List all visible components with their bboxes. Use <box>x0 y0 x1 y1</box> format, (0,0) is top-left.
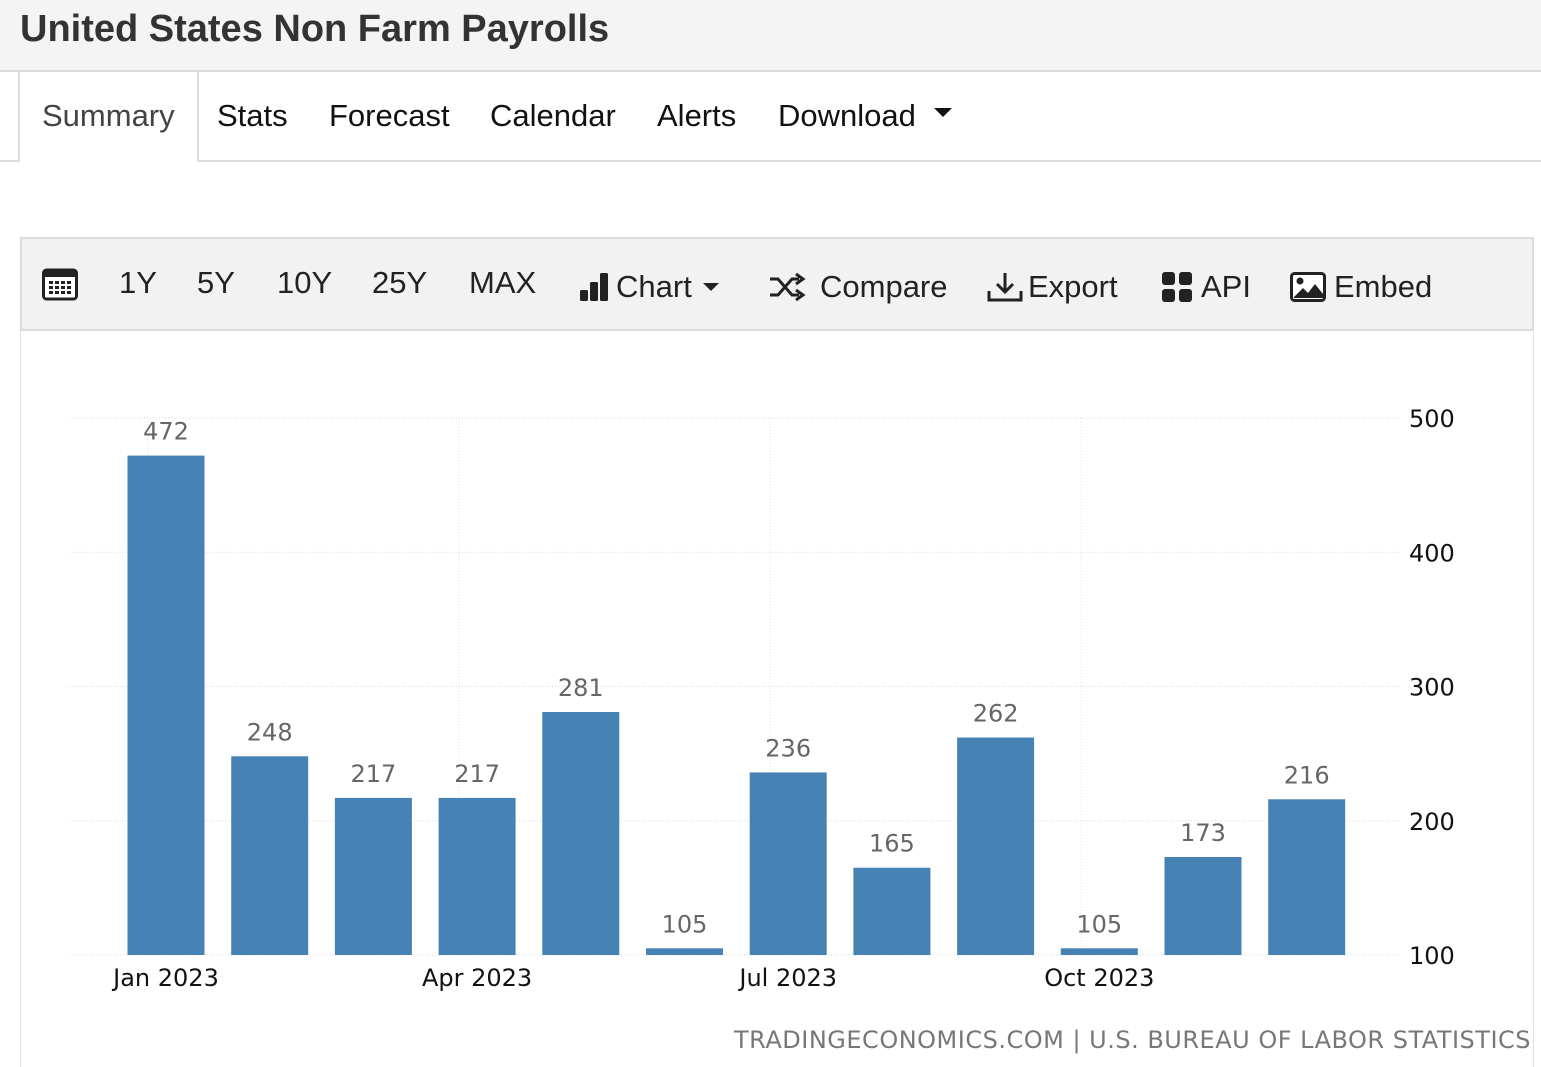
calendar-button[interactable] <box>42 267 78 301</box>
data-label: 262 <box>973 700 1019 728</box>
tab-forecast[interactable]: Forecast <box>329 98 450 133</box>
data-label: 165 <box>869 830 915 858</box>
tab-bar: Summary Stats Forecast Calendar Alerts D… <box>0 72 1541 162</box>
x-tick-label: Jan 2023 <box>111 964 219 992</box>
bar-chart: 100 200 300 400 500 472 248 217 217 281 105 236 165 2… <box>69 405 1455 992</box>
tab-summary[interactable]: Summary <box>18 72 199 162</box>
range-1y-button[interactable]: 1Y <box>119 265 157 300</box>
bar <box>438 797 516 955</box>
tab-download[interactable]: Download <box>778 98 952 134</box>
bar <box>1268 799 1346 955</box>
data-label: 217 <box>350 760 396 788</box>
tab-alerts[interactable]: Alerts <box>657 98 737 133</box>
bar <box>542 712 620 955</box>
chart-toolbar: 1Y 5Y 10Y 25Y MAX Chart Compare Export <box>20 237 1534 331</box>
range-10y-button[interactable]: 10Y <box>277 265 333 300</box>
embed-button[interactable]: Embed <box>1290 269 1432 305</box>
tab-stats[interactable]: Stats <box>217 98 288 133</box>
data-label: 236 <box>765 734 811 762</box>
data-label: 105 <box>1076 910 1122 938</box>
bar <box>1164 856 1242 955</box>
y-tick-label: 100 <box>1409 942 1455 970</box>
download-icon <box>987 273 1023 302</box>
chevron-down-icon <box>702 283 719 291</box>
bar <box>231 756 309 955</box>
shuffle-icon <box>770 272 806 302</box>
y-tick-label: 500 <box>1409 405 1455 433</box>
data-label: 281 <box>558 674 604 702</box>
x-tick-label: Apr 2023 <box>422 964 532 992</box>
data-label: 217 <box>454 760 500 788</box>
x-tick-label: Jul 2023 <box>737 964 837 992</box>
chevron-down-icon <box>933 108 952 118</box>
image-icon <box>1290 272 1326 302</box>
y-tick-label: 300 <box>1409 674 1455 702</box>
y-tick-label: 200 <box>1409 808 1455 836</box>
compare-button[interactable]: Compare <box>768 269 948 305</box>
page-header: United States Non Farm Payrolls <box>0 0 1541 72</box>
range-max-button[interactable]: MAX <box>469 265 537 300</box>
x-tick-label: Oct 2023 <box>1044 964 1154 992</box>
bar <box>334 797 412 955</box>
bar <box>749 772 827 955</box>
bar <box>853 867 931 955</box>
chart-type-button[interactable]: Chart <box>578 269 726 305</box>
y-tick-label: 400 <box>1409 539 1455 567</box>
embed-label: Embed <box>1334 269 1433 304</box>
chart-area: 100 200 300 400 500 472 248 217 217 281 105 236 165 2… <box>20 331 1534 1067</box>
export-label: Export <box>1028 269 1118 304</box>
data-label: 105 <box>662 910 708 938</box>
compare-label: Compare <box>820 269 948 304</box>
bar <box>127 455 205 955</box>
range-25y-button[interactable]: 25Y <box>372 265 428 300</box>
chart-type-label: Chart <box>616 269 692 304</box>
page-title: United States Non Farm Payrolls <box>20 8 610 50</box>
tab-calendar[interactable]: Calendar <box>490 98 616 133</box>
bar <box>1060 948 1138 955</box>
data-label: 173 <box>1180 819 1226 847</box>
api-button[interactable]: API <box>1161 269 1251 305</box>
data-label: 216 <box>1284 761 1330 789</box>
data-label: 248 <box>247 718 293 746</box>
chart-source: TRADINGECONOMICS.COM | U.S. BUREAU OF LA… <box>734 1026 1532 1054</box>
bar <box>646 948 723 955</box>
tab-download-label: Download <box>778 98 916 133</box>
range-5y-button[interactable]: 5Y <box>197 265 235 300</box>
export-button[interactable]: Export <box>986 269 1118 305</box>
bar-chart-icon <box>580 273 608 301</box>
api-label: API <box>1201 269 1251 304</box>
calendar-icon <box>42 268 78 301</box>
data-label: 472 <box>143 418 189 446</box>
grid-icon <box>1162 272 1192 302</box>
bar <box>957 737 1035 955</box>
